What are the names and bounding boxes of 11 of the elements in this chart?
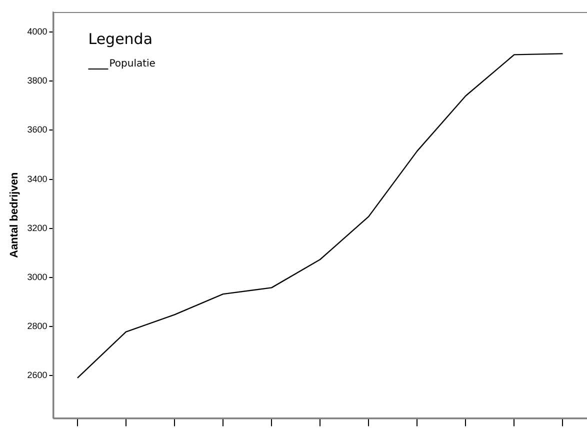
y-tick-label: 3000 — [27, 272, 48, 282]
legend-title: Legenda — [88, 30, 153, 48]
y-tick-label: 3800 — [27, 76, 48, 86]
y-tick-label: 3200 — [27, 222, 48, 233]
y-tick-label: 3600 — [27, 124, 48, 135]
y-axis-title: Aantal bedrijven — [8, 172, 21, 258]
legend-label: Populatie — [109, 58, 156, 70]
y-tick-label: 2600 — [27, 370, 48, 380]
y-tick-label: 4000 — [27, 26, 48, 37]
y-tick-label: 2800 — [27, 320, 48, 331]
y-tick-label: 3400 — [27, 174, 48, 184]
